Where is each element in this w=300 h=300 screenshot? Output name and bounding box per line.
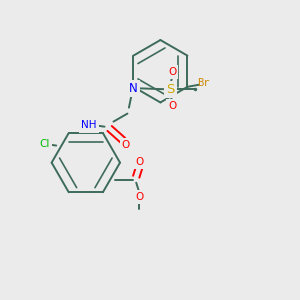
Text: O: O (168, 67, 176, 77)
Text: O: O (136, 157, 144, 167)
Text: Cl: Cl (40, 139, 50, 149)
Text: N: N (129, 82, 138, 95)
Text: S: S (166, 83, 175, 96)
Text: Br: Br (197, 78, 210, 88)
Text: O: O (168, 101, 176, 112)
Text: O: O (135, 192, 143, 202)
Text: O: O (122, 140, 130, 150)
Text: NH: NH (81, 121, 97, 130)
